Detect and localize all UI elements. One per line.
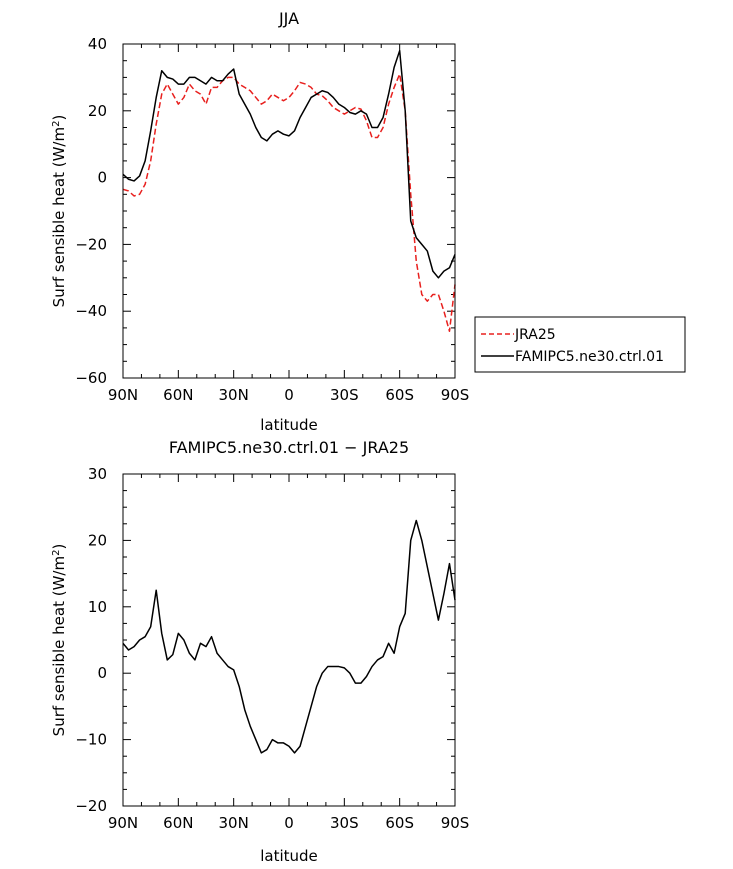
top-y-tick-label: −60 (75, 369, 107, 387)
top-series-line-famipc5 (122, 49, 456, 279)
top-x-tick-label: 30S (330, 386, 359, 404)
bottom-plot-frame (122, 473, 456, 807)
bottom-y-tick-label: 0 (97, 664, 107, 682)
bottom-y-tick-label: 20 (88, 531, 107, 549)
bottom-x-tick-label: 60N (163, 814, 193, 832)
top-y-tick-label: 40 (88, 35, 107, 53)
top-y-tick-label: 0 (97, 169, 107, 187)
top-plot-frame (122, 43, 456, 379)
bottom-axis-ticks: 90N 60N 30N 0 30S 60S 90S −20 −10 0 10 20 30 (75, 465, 469, 832)
top-x-axis-label: latitude (260, 416, 318, 434)
bottom-y-tick-label: 30 (88, 465, 107, 483)
top-y-axis-label-sup: 2 (51, 121, 62, 127)
bottom-x-tick-label: 90S (441, 814, 470, 832)
bottom-y-tick-label: −10 (75, 731, 107, 749)
top-x-tick-label: 0 (284, 386, 294, 404)
top-series-lines (122, 49, 456, 332)
bottom-y-axis-label: Surf sensible heat (W/m2) (50, 544, 68, 737)
top-y-tick-label: −20 (75, 235, 107, 253)
bottom-x-axis-label: latitude (260, 847, 318, 865)
top-y-tick-label: −40 (75, 302, 107, 320)
legend-box (474, 316, 686, 373)
top-x-tick-label: 60S (385, 386, 414, 404)
bottom-series-line-difference (122, 519, 456, 754)
bottom-x-tick-label: 30S (330, 814, 359, 832)
bottom-panel: FAMIPC5.ne30.ctrl.01 − JRA25 latitude Su… (50, 438, 469, 865)
legend-label-jra25: JRA25 (514, 327, 556, 343)
bottom-x-tick-label: 60S (385, 814, 414, 832)
legend: JRA25 FAMIPC5.ne30.ctrl.01 (474, 316, 686, 373)
bottom-y-tick-label: 10 (88, 598, 107, 616)
top-x-tick-label: 60N (163, 386, 193, 404)
bottom-x-tick-label: 0 (284, 814, 294, 832)
bottom-y-tick-label: −20 (75, 797, 107, 815)
bottom-x-tick-label: 90N (108, 814, 138, 832)
bottom-series-lines (122, 519, 456, 754)
legend-label-famipc5: FAMIPC5.ne30.ctrl.01 (515, 349, 664, 365)
top-panel: JJA latitude Surf sensible heat (W/m2) 9… (50, 9, 469, 434)
top-y-tick-label: 20 (88, 102, 107, 120)
top-y-axis-label: Surf sensible heat (W/m2) (50, 115, 68, 308)
top-x-tick-label: 30N (219, 386, 249, 404)
top-y-axis-label-close: ) (50, 115, 68, 121)
top-y-axis-label-text: Surf sensible heat (W/m (50, 127, 68, 307)
bottom-chart-title: FAMIPC5.ne30.ctrl.01 − JRA25 (169, 438, 409, 457)
top-x-tick-label: 90N (108, 386, 138, 404)
top-axis-ticks: 90N 60N 30N 0 30S 60S 90S −60 −40 −20 0 20 40 (75, 35, 469, 404)
bottom-y-axis-label-close: ) (50, 544, 68, 550)
top-chart-title: JJA (278, 9, 299, 28)
top-x-tick-label: 90S (441, 386, 470, 404)
bottom-y-axis-label-text: Surf sensible heat (W/m (50, 556, 68, 736)
top-series-line-jra25 (122, 73, 456, 332)
bottom-x-tick-label: 30N (219, 814, 249, 832)
bottom-y-axis-label-sup: 2 (51, 550, 62, 556)
